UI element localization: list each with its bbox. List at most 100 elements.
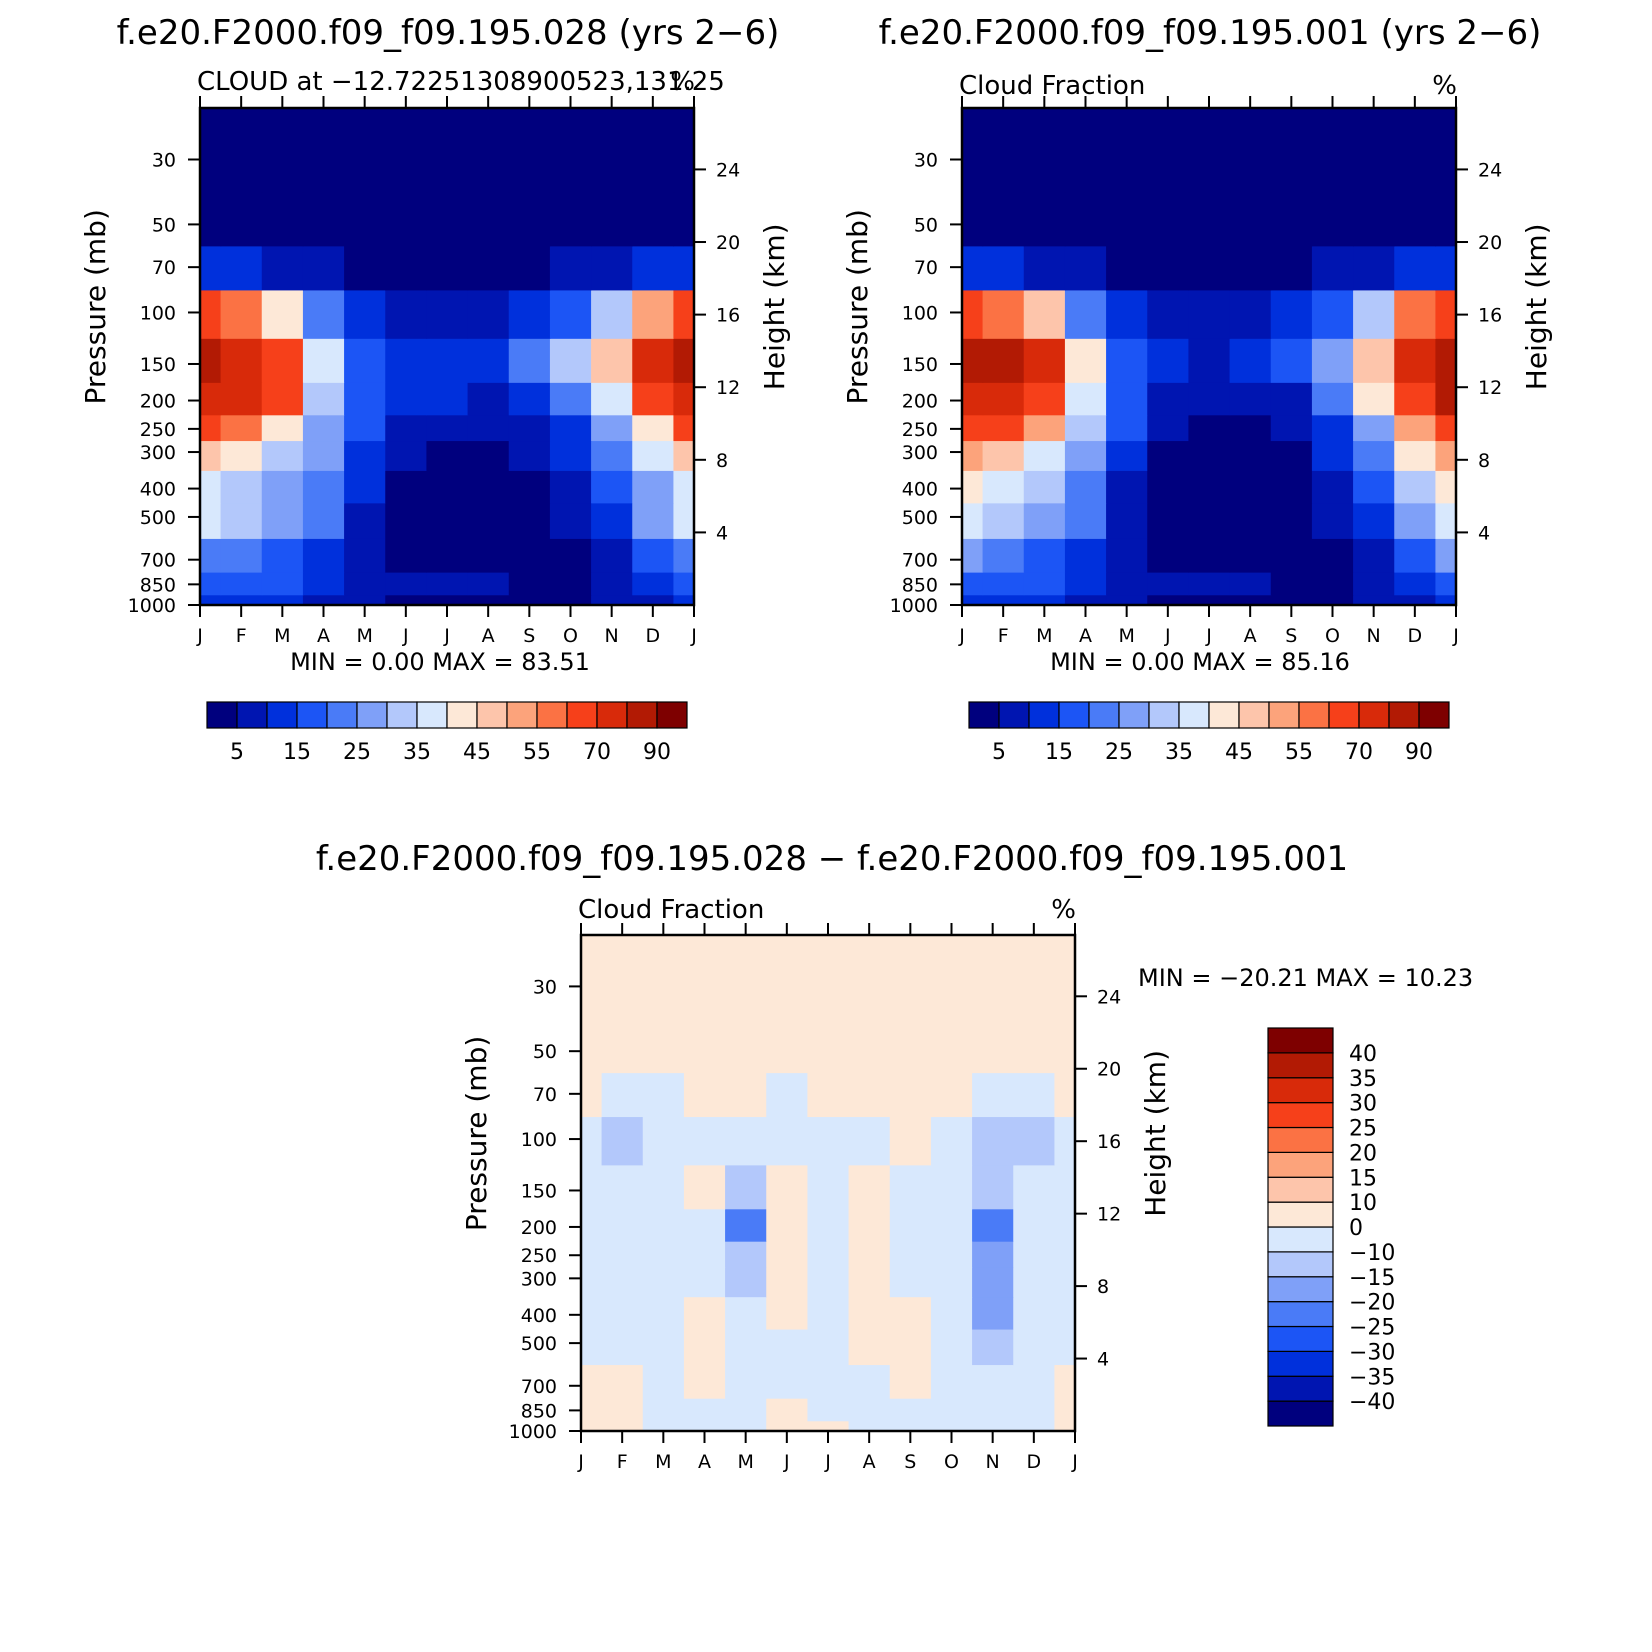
heatmap-cell (725, 935, 767, 962)
heatmap-cell (220, 538, 263, 573)
heatmap-cell (1311, 338, 1354, 383)
heatmap-cell (766, 1398, 809, 1422)
heatmap-cell (220, 572, 263, 596)
heatmap-cell (725, 1328, 767, 1366)
heatmap-cell (220, 338, 263, 383)
heatmap-cell (261, 538, 304, 573)
month-tick-label: J (196, 625, 203, 647)
height-tick-label: 8 (716, 450, 728, 472)
heatmap-cell (848, 1328, 891, 1366)
month-tick-label: A (863, 1451, 876, 1473)
colorbar-label: −25 (1349, 1316, 1395, 1341)
heatmap-cell (549, 108, 592, 135)
heatmap-cell (962, 245, 984, 291)
heatmap-cell (591, 440, 633, 471)
heatmap-cell (889, 1328, 932, 1366)
heatmap-cell (1023, 470, 1066, 504)
heatmap-cell (344, 382, 386, 416)
heatmap-cell (1106, 245, 1148, 291)
heatmap-cell (261, 414, 304, 442)
heatmap-cell (261, 382, 304, 416)
heatmap-cell (683, 1018, 726, 1074)
heatmap-cell (1188, 538, 1231, 573)
heatmap-cell (1188, 414, 1231, 442)
heatmap-cell (549, 414, 592, 442)
heatmap-cell (848, 1018, 891, 1074)
heatmap-cell (302, 440, 345, 471)
month-tick-label: A (1244, 625, 1257, 647)
heatmap-cell (930, 1241, 973, 1268)
heatmap-cell (1054, 1164, 1076, 1210)
heatmap-cell (1023, 338, 1066, 383)
heatmap-cell (220, 133, 263, 193)
heatmap-cell (220, 502, 263, 539)
heatmap-cell (1311, 440, 1354, 471)
pressure-tick-label: 50 (533, 1041, 557, 1063)
heatmap-cell (591, 133, 633, 193)
heatmap-cell (1188, 502, 1231, 539)
month-tick-label: J (783, 1451, 790, 1473)
heatmap-cell (673, 133, 695, 193)
pressure-tick-label: 200 (902, 391, 938, 413)
heatmap-cell (1064, 414, 1107, 442)
pressure-tick-label: 400 (902, 479, 938, 501)
pressure-tick-label: 200 (521, 1217, 557, 1239)
heatmap-cell (302, 502, 345, 539)
heatmap-cell (673, 414, 695, 442)
heatmap-cell (766, 1072, 809, 1118)
heatmap-cell (1106, 470, 1148, 504)
heatmap-cell (549, 440, 592, 471)
heatmap-cell (220, 470, 263, 504)
month-tick-label: F (617, 1451, 628, 1473)
heatmap-cell (889, 1398, 932, 1422)
y-axis-label: Pressure (mb) (79, 209, 112, 404)
heatmap-cell (1311, 594, 1354, 606)
heatmap-cell (1013, 1364, 1056, 1399)
heatmap-cell (1013, 1398, 1056, 1422)
heatmap-cell (1064, 108, 1107, 135)
heatmap-cell (1229, 414, 1272, 442)
heatmap-cell (1106, 289, 1148, 339)
heatmap-cell (982, 502, 1025, 539)
heatmap-cell (1188, 245, 1231, 291)
heatmap-cell (1229, 191, 1272, 247)
heatmap-cell (581, 1241, 603, 1268)
heatmap-cell (467, 470, 510, 504)
heatmap-cell (601, 1266, 644, 1298)
heatmap-cell (962, 594, 984, 606)
heatmap-cell (1435, 245, 1457, 291)
heatmap-cell (1106, 108, 1148, 135)
heatmap-cell (889, 1266, 932, 1298)
heatmap-cell (962, 191, 984, 247)
heatmap-cell (1270, 470, 1313, 504)
heatmap-cell (1311, 289, 1354, 339)
heatmap-cell (467, 133, 510, 193)
heatmap-cell (302, 245, 345, 291)
heatmap-cell (766, 935, 809, 962)
heatmap-cell (972, 1241, 1014, 1268)
colorbar-box (1267, 1176, 1334, 1203)
heatmap-cell (1188, 191, 1231, 247)
heatmap-cell (591, 538, 633, 573)
pressure-tick-label: 400 (521, 1305, 557, 1327)
heatmap-cell (1353, 572, 1395, 596)
heatmap-cell (1147, 470, 1190, 504)
month-tick-label: O (1325, 625, 1340, 647)
height-tick-label: 24 (1097, 986, 1121, 1008)
heatmap-cell (766, 1208, 809, 1242)
heatmap-cell (962, 440, 984, 471)
heatmap-cell (962, 414, 984, 442)
pressure-tick-label: 150 (140, 354, 176, 376)
heatmap-cell (1435, 108, 1457, 135)
heatmap-cell (200, 502, 222, 539)
heatmap-cell (1353, 133, 1395, 193)
heatmap-cell (302, 133, 345, 193)
heatmap-cell (220, 382, 263, 416)
heatmap-cell (549, 382, 592, 416)
heatmap-cell (426, 338, 469, 383)
heatmap-cell (1435, 289, 1457, 339)
heatmap-cell (1064, 289, 1107, 339)
heatmap-cell (1064, 470, 1107, 504)
month-tick-label: M (737, 1451, 753, 1473)
